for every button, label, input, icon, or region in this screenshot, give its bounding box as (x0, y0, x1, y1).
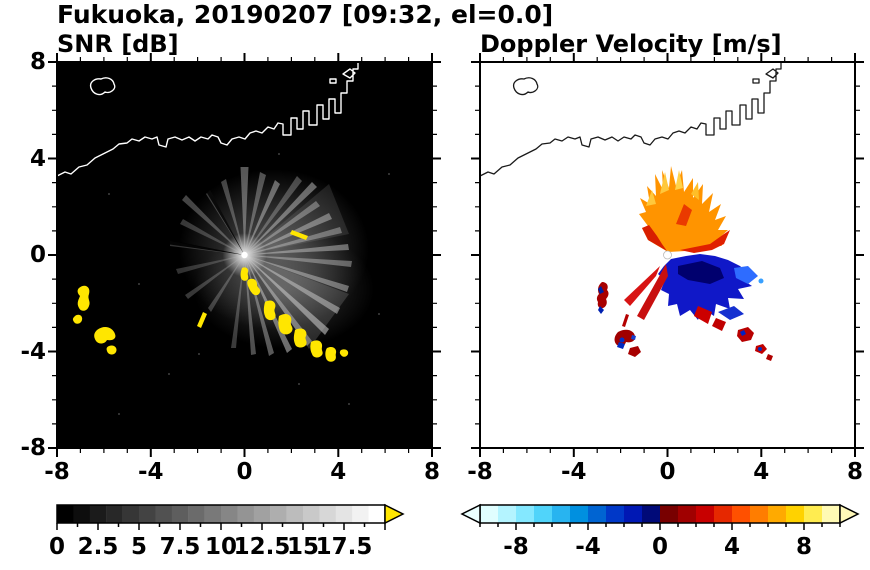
snr-colorbar-tick-label: 5 (130, 534, 148, 560)
radar-center (663, 250, 672, 260)
snr-colorbar (56, 503, 405, 530)
snr-colorbar-ticks (56, 523, 386, 530)
x-axis-label: -4 (560, 459, 587, 485)
y-axis-label: -8 (20, 435, 46, 461)
y-axis-label: 4 (29, 145, 46, 172)
snr-colorbar-tick-label: 17.5 (315, 534, 373, 560)
snr-colorbar-tick-label: 15 (286, 534, 320, 560)
doppler-echo-cluster-west (596, 282, 641, 357)
snr-colorbar-tick-label: 7.5 (159, 534, 201, 560)
snr-strong-echoes (72, 230, 349, 362)
radar-center (241, 251, 248, 259)
snr-plot (48, 53, 441, 457)
x-axis-label: 4 (330, 459, 347, 485)
y-axis-label: 8 (29, 49, 46, 75)
x-axis-label: 8 (846, 459, 864, 485)
x-axis-label: -4 (137, 459, 164, 485)
snr-colorbar-tick-label: 12.5 (233, 534, 291, 560)
plot-frame (479, 61, 856, 449)
x-axis-label: 0 (659, 459, 676, 485)
doppler-colorbar (460, 503, 860, 530)
x-axis-label: -8 (44, 459, 70, 485)
snr-blocked-beams (159, 167, 245, 255)
doppler-negative-lobe (658, 254, 764, 320)
doppler-colorbar-tick-label: 0 (651, 534, 669, 560)
doppler-colorbar-ticks (479, 523, 841, 530)
doppler-positive-streaks (624, 264, 726, 331)
snr-panel-title: SNR [dB] (57, 30, 179, 58)
doppler-colorbar-tick-label: -4 (575, 534, 601, 560)
plot-frame (56, 61, 433, 449)
doppler-plot (471, 53, 864, 457)
snr-colorbar-tick-label: 10 (204, 534, 238, 560)
x-axis-label: 4 (753, 459, 770, 485)
coastline (479, 62, 782, 177)
doppler-panel-title: Doppler Velocity [m/s] (480, 30, 782, 58)
doppler-colorbar-under-arrow (460, 503, 481, 525)
x-axis-label: 0 (236, 459, 253, 485)
snr-colorbar-overflow-arrow (384, 503, 405, 525)
y-axis-label: 0 (29, 242, 46, 268)
snr-noise-speckle (108, 153, 390, 415)
snr-colorbar-tick-label: 2.5 (77, 534, 119, 560)
x-axis-label: -8 (467, 459, 493, 485)
coastline (56, 62, 359, 177)
doppler-colorbar-tick-label: 4 (723, 534, 741, 560)
figure-title: Fukuoka, 20190207 [09:32, el=0.0] (57, 0, 554, 29)
snr-colorbar-tick-label: 0 (48, 534, 66, 560)
doppler-colorbar-over-arrow (839, 503, 860, 525)
doppler-positive-fan (639, 166, 730, 253)
doppler-colorbar-tick-label: -8 (503, 534, 529, 560)
axis-minor-ticks (52, 57, 437, 453)
doppler-echo-bits-southeast (737, 327, 773, 361)
x-axis-label: 8 (423, 459, 441, 485)
doppler-colorbar-gradient (480, 505, 841, 523)
axis-major-ticks (471, 53, 864, 457)
y-axis-label: -4 (20, 338, 46, 365)
snr-colorbar-gradient (57, 505, 386, 523)
doppler-colorbar-tick-label: 8 (795, 534, 813, 560)
axis-minor-ticks (475, 57, 860, 453)
axis-major-ticks (48, 53, 441, 457)
